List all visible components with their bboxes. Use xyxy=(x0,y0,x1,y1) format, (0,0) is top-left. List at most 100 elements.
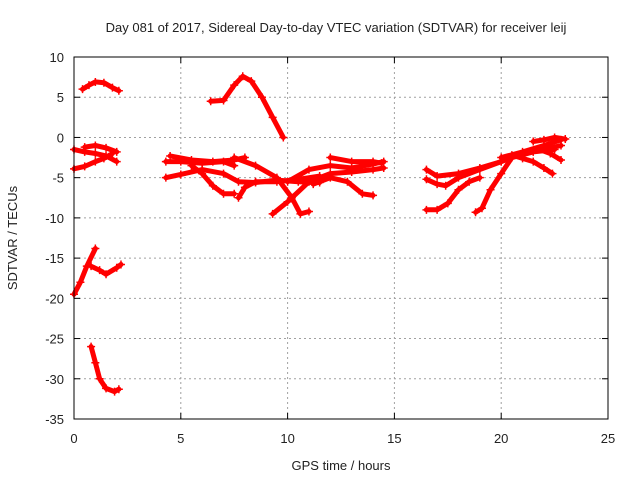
data-point xyxy=(475,173,484,182)
data-point xyxy=(529,157,538,166)
data-point xyxy=(326,153,335,162)
data-point xyxy=(433,172,442,181)
data-point xyxy=(240,183,249,192)
data-point xyxy=(187,161,196,170)
chart-title: Day 081 of 2017, Sidereal Day-to-day VTE… xyxy=(106,20,567,35)
y-axis-label: SDTVAR / TECUs xyxy=(5,185,20,290)
y-tick-label: -35 xyxy=(45,412,64,427)
data-point xyxy=(95,266,104,275)
y-tick-label: 10 xyxy=(50,50,64,65)
data-point xyxy=(443,199,452,208)
data-point xyxy=(296,209,305,218)
data-point xyxy=(198,169,207,178)
series-trace xyxy=(82,143,120,155)
x-tick-label: 20 xyxy=(494,431,508,446)
grid-lines xyxy=(73,56,609,420)
data-point xyxy=(283,197,292,206)
data-point xyxy=(433,180,442,189)
series-trace xyxy=(236,173,323,201)
data-point xyxy=(507,151,516,160)
data-point xyxy=(454,185,463,194)
data-point xyxy=(102,270,111,279)
series-arc-17 xyxy=(326,153,386,168)
data-point xyxy=(441,181,450,190)
series-trace xyxy=(509,152,555,177)
series-trace xyxy=(71,246,98,297)
data-point xyxy=(272,177,281,186)
axis-ticks: 0 5 10 15 20 25 10 5 0 -5 -10 -15 -20 -25 -30 -35 xyxy=(45,50,615,446)
data-point xyxy=(112,147,121,156)
data-point xyxy=(234,193,243,202)
data-point xyxy=(76,278,85,287)
series-trace xyxy=(208,73,286,140)
data-point xyxy=(166,151,175,160)
data-point xyxy=(251,161,260,170)
data-point xyxy=(102,143,111,152)
data-point xyxy=(108,83,117,92)
y-tick-label: -10 xyxy=(45,211,64,226)
plot-frame xyxy=(73,56,609,420)
data-point xyxy=(99,78,108,87)
data-point xyxy=(347,157,356,166)
data-point xyxy=(206,97,215,106)
data-series-group xyxy=(70,72,570,396)
data-point xyxy=(497,153,506,162)
data-point xyxy=(548,169,557,178)
series-arc-24 xyxy=(507,151,557,178)
y-tick-label: 5 xyxy=(57,90,64,105)
data-point xyxy=(251,177,260,186)
data-point xyxy=(377,159,386,168)
data-point xyxy=(99,154,108,163)
data-point xyxy=(304,165,313,174)
data-point xyxy=(557,155,566,164)
data-point xyxy=(550,145,559,154)
data-point xyxy=(161,173,170,182)
data-point xyxy=(114,385,123,394)
data-point xyxy=(176,170,185,179)
data-point xyxy=(343,177,352,186)
y-tick-label: -15 xyxy=(45,251,64,266)
data-point xyxy=(268,113,277,122)
data-point xyxy=(454,173,463,182)
series-arc-18 xyxy=(309,173,378,200)
series-arc-25 xyxy=(529,133,570,146)
data-point xyxy=(247,77,256,86)
data-point xyxy=(422,175,431,184)
series-trace xyxy=(530,134,568,144)
series-arc-05 xyxy=(70,244,100,299)
series-arc-21 xyxy=(422,173,484,214)
data-point xyxy=(304,207,313,216)
data-point xyxy=(219,96,228,105)
data-point xyxy=(422,205,431,214)
data-point xyxy=(518,154,527,163)
data-point xyxy=(110,387,119,396)
data-point xyxy=(369,157,378,166)
series-arc-13 xyxy=(230,153,313,218)
data-point xyxy=(230,81,239,90)
y-tick-label: -30 xyxy=(45,372,64,387)
data-point xyxy=(116,260,125,269)
series-arc-08 xyxy=(206,72,288,142)
data-point xyxy=(95,374,104,383)
data-point xyxy=(91,244,100,253)
x-tick-label: 5 xyxy=(177,431,184,446)
x-axis-label: GPS time / hours xyxy=(292,458,391,473)
data-point xyxy=(477,204,486,213)
data-point xyxy=(422,165,431,174)
x-tick-label: 0 xyxy=(70,431,77,446)
series-arc-06 xyxy=(87,260,125,279)
data-point xyxy=(91,141,100,150)
series-arc-26 xyxy=(535,145,566,164)
data-point xyxy=(535,145,544,154)
data-point xyxy=(268,209,277,218)
data-point xyxy=(112,157,121,166)
data-point xyxy=(87,342,96,351)
data-point xyxy=(471,208,480,217)
series-arc-01 xyxy=(78,77,123,95)
data-point xyxy=(91,358,100,367)
data-point xyxy=(433,205,442,214)
x-tick-label: 15 xyxy=(387,431,401,446)
data-point xyxy=(112,263,121,272)
data-point xyxy=(84,81,93,90)
data-point xyxy=(91,157,100,166)
